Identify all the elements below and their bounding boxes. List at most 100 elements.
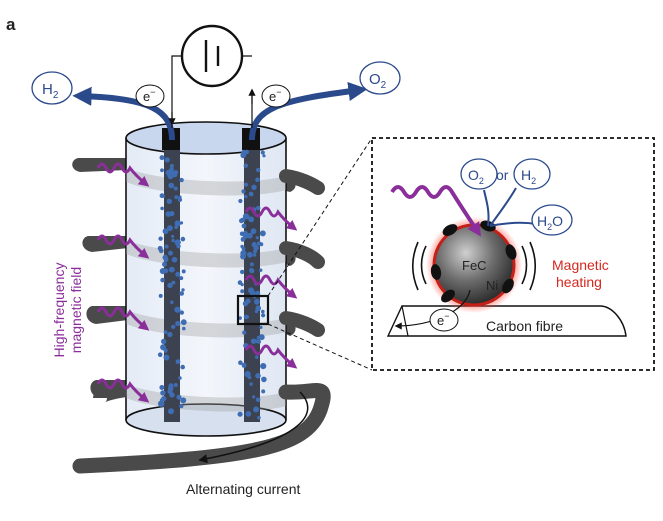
catalyst-particle <box>248 191 254 197</box>
catalyst-particle <box>157 352 163 358</box>
catalyst-particle <box>256 167 261 173</box>
catalyst-particle <box>260 363 267 370</box>
catalyst-particle <box>167 331 173 338</box>
catalyst-particle <box>167 282 173 289</box>
catalyst-particle <box>178 376 182 380</box>
inset-wave <box>390 185 482 237</box>
catalyst-particle <box>243 163 248 168</box>
catalyst-particle <box>252 253 257 257</box>
catalyst-particle <box>256 241 262 246</box>
svg-text:O2: O2 <box>468 167 484 186</box>
catalyst-particle <box>162 261 167 267</box>
catalyst-particle <box>166 157 170 162</box>
magnetic-heating-label-2: heating <box>556 274 602 290</box>
catalyst-particle <box>257 415 261 420</box>
catalyst-particle <box>171 324 176 329</box>
catalyst-particle <box>173 383 178 387</box>
catalyst-particle <box>251 184 257 190</box>
catalyst-particle <box>172 172 178 178</box>
catalyst-particle <box>174 306 181 313</box>
catalyst-particle <box>174 220 181 227</box>
catalyst-particle <box>167 389 173 395</box>
catalyst-particle <box>160 206 164 211</box>
catalyst-particle <box>243 182 248 187</box>
catalyst-particle <box>179 177 184 183</box>
catalyst-particle <box>167 169 174 176</box>
inset-h2o: H2O <box>531 204 573 236</box>
svg-text:magnetic field: magnetic field <box>68 267 84 353</box>
catalyst-particle <box>255 290 261 296</box>
catalyst-particle <box>259 325 263 329</box>
vibration-marks <box>411 241 537 291</box>
electron-label-left: e− <box>135 84 165 108</box>
catalyst-particle <box>255 397 261 403</box>
catalyst-particle <box>242 330 247 335</box>
catalyst-particle <box>261 376 267 383</box>
catalyst-particle <box>261 309 265 314</box>
catalyst-particle <box>249 267 254 273</box>
catalyst-particle <box>237 411 243 417</box>
catalyst-particle <box>159 268 166 275</box>
field-label: High-frequency magnetic field <box>51 263 84 358</box>
catalyst-particle <box>163 257 169 263</box>
catalyst-particle <box>250 228 257 235</box>
catalyst-particle <box>238 198 243 204</box>
o2-gas-bubble: O2 <box>359 61 401 95</box>
catalyst-particle <box>248 216 255 223</box>
field-wave-arrow <box>244 206 298 231</box>
inset-o2: O2 <box>460 158 498 190</box>
inset-panel: Carbon fibre FeC Ni <box>371 137 655 371</box>
catalyst-particle <box>158 248 164 254</box>
catalyst-particle <box>255 373 261 379</box>
catalyst-particle <box>238 360 243 366</box>
catalyst-particle <box>248 287 254 294</box>
catalyst-particle <box>252 395 256 399</box>
catalyst-particle <box>159 385 165 390</box>
catalyst-particle <box>240 269 245 275</box>
catalyst-particle <box>158 236 163 241</box>
catalyst-particle <box>174 195 179 200</box>
svg-text:O2: O2 <box>369 71 387 91</box>
catalyst-particle <box>179 291 184 296</box>
catalyst-particle <box>261 389 266 394</box>
catalyst-particle <box>262 154 266 158</box>
catalyst-particle <box>258 334 265 341</box>
field-wave-arrow <box>96 378 150 403</box>
catalyst-particle <box>240 152 246 159</box>
catalyst-particle <box>171 238 175 243</box>
h2-gas-arrow <box>72 86 175 141</box>
catalyst-particle <box>260 150 265 155</box>
catalyst-particle <box>240 217 246 223</box>
catalyst-particle <box>181 288 185 292</box>
inset-h2: H2 <box>513 158 551 190</box>
catalyst-particle <box>158 400 165 407</box>
catalyst-particle <box>170 300 174 305</box>
catalyst-particle <box>242 301 248 307</box>
inset-or: or <box>496 167 509 183</box>
svg-text:H2: H2 <box>42 81 59 101</box>
field-wave-arrow <box>244 274 298 299</box>
catalyst-particle <box>241 223 247 229</box>
svg-text:e−: e− <box>269 87 282 104</box>
catalyst-particles <box>157 149 267 420</box>
catalyst-particle <box>164 244 169 249</box>
catalyst-particle <box>244 370 251 378</box>
catalyst-particle <box>180 397 187 404</box>
catalyst-particle <box>160 390 166 396</box>
inset-electron: e− <box>429 308 459 332</box>
catalyst-particle <box>179 403 184 409</box>
catalyst-particle <box>240 283 244 287</box>
catalyst-particle <box>168 250 173 256</box>
catalyst-particle <box>175 359 181 365</box>
catalyst-particle <box>241 246 246 251</box>
magnetic-field-waves <box>96 162 298 403</box>
magnetic-heating-label: Magnetic <box>552 257 609 273</box>
catalyst-particle <box>247 251 253 258</box>
catalyst-particle <box>256 205 261 211</box>
catalyst-particle <box>240 289 245 294</box>
carbon-fibre: Carbon fibre <box>386 305 627 337</box>
catalyst-particle <box>169 163 174 168</box>
field-wave-arrow <box>96 162 150 187</box>
catalyst-particle <box>173 186 178 191</box>
